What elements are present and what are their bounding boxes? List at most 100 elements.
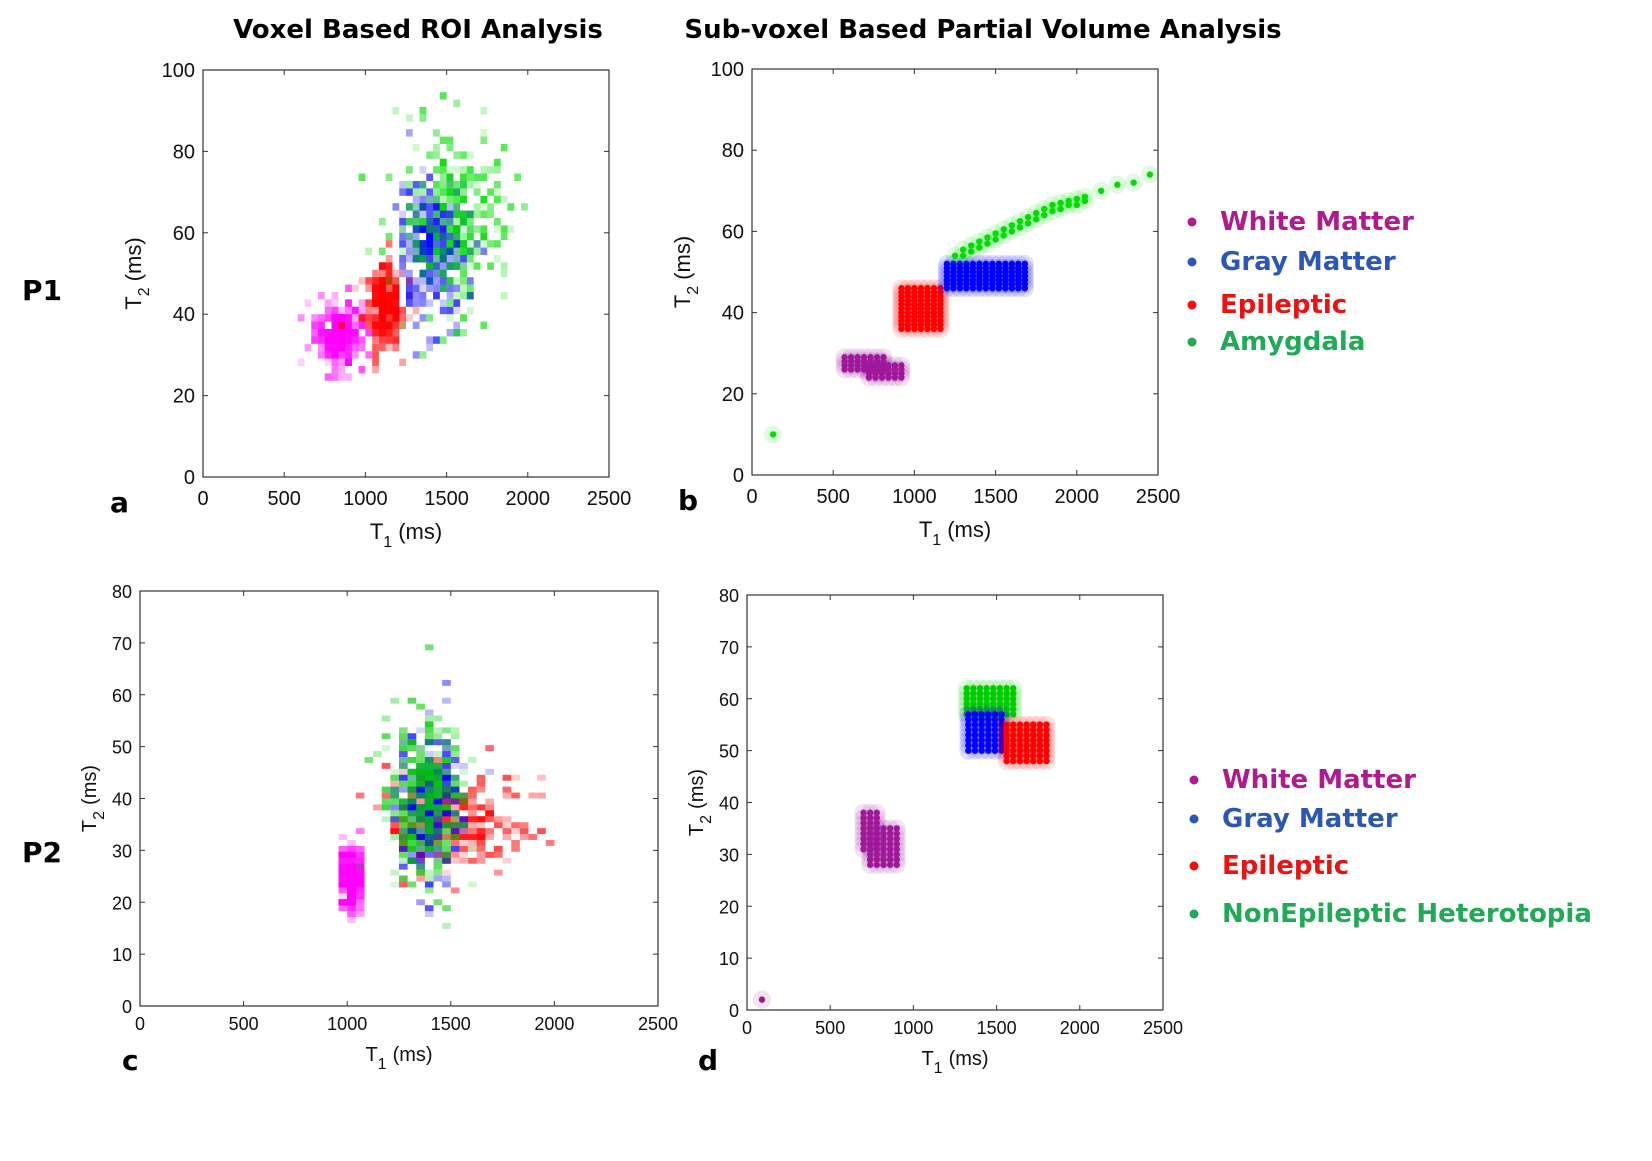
heatmap-cell xyxy=(345,299,352,307)
heatmap-cell xyxy=(466,292,474,300)
heatmap-cell xyxy=(426,218,434,226)
data-point xyxy=(1097,187,1105,194)
heatmap-cell xyxy=(355,857,365,864)
heatmap-cell xyxy=(450,786,460,793)
heatmap-cell xyxy=(351,321,359,329)
heatmap-cell xyxy=(519,822,529,829)
heatmap-cell xyxy=(460,314,467,322)
heatmap-cell xyxy=(365,321,373,329)
x-label-main: T xyxy=(370,519,383,544)
heatmap-cell xyxy=(468,834,477,840)
data-point xyxy=(1057,205,1064,213)
heatmap-cell xyxy=(378,269,386,278)
heatmap-cell xyxy=(459,798,469,805)
heatmap-cell xyxy=(460,240,467,248)
heatmap-cell xyxy=(439,247,447,255)
heatmap-cell xyxy=(347,869,356,876)
heatmap-cell xyxy=(450,786,460,793)
data-point xyxy=(1000,226,1007,233)
data-point xyxy=(985,731,992,739)
heatmap-cell xyxy=(338,863,348,870)
data-point xyxy=(886,830,894,837)
heatmap-cell xyxy=(416,834,425,840)
data-point xyxy=(1016,752,1024,760)
heatmap-cell xyxy=(442,745,451,752)
heatmap-cell xyxy=(433,822,443,829)
y-tick-label: 40 xyxy=(722,303,744,325)
heatmap-cell xyxy=(459,828,469,835)
heatmap-cell xyxy=(424,774,434,781)
data-point xyxy=(872,362,879,369)
heatmap-cell xyxy=(406,181,413,189)
heatmap-cell xyxy=(407,810,417,817)
legend-marker xyxy=(1187,337,1197,347)
data-point xyxy=(873,845,880,853)
heatmap-cell xyxy=(392,107,400,115)
heatmap-cell xyxy=(442,745,451,752)
heatmap-cell xyxy=(416,834,425,840)
heatmap-cell xyxy=(324,351,332,359)
heatmap-cell xyxy=(347,887,356,894)
heatmap-cell xyxy=(338,834,348,840)
heatmap-cell xyxy=(355,869,365,876)
heatmap-cell xyxy=(345,343,352,352)
data-point xyxy=(886,861,894,868)
heatmap-cell xyxy=(399,181,406,189)
heatmap-cell xyxy=(372,358,379,366)
heatmap-cell xyxy=(446,173,454,181)
heatmap-cell xyxy=(407,804,417,811)
heatmap-cell xyxy=(433,875,443,882)
heatmap-cell xyxy=(433,210,440,218)
heatmap-cell xyxy=(338,343,346,352)
data-point xyxy=(959,252,967,259)
data-point xyxy=(1003,752,1010,760)
heatmap-cell xyxy=(351,351,359,359)
heatmap-cell xyxy=(392,299,400,307)
heatmap-cell xyxy=(476,774,486,781)
axes-box-a xyxy=(202,69,610,478)
heatmap-cell xyxy=(338,881,348,888)
data-point xyxy=(965,731,972,739)
y-label-main: T xyxy=(670,295,695,308)
heatmap-cell xyxy=(338,899,348,906)
data-point xyxy=(1024,220,1032,227)
heatmap-cell xyxy=(318,329,325,337)
heatmap-cell xyxy=(412,203,420,211)
heatmap-cell xyxy=(450,751,460,757)
heatmap-cell xyxy=(433,225,440,233)
heatmap-cell xyxy=(416,810,425,817)
data-point xyxy=(990,685,997,692)
heatmap-cell xyxy=(442,822,451,829)
heatmap-cell xyxy=(459,798,469,805)
heatmap-cell xyxy=(476,828,486,835)
x-tick-label: 1500 xyxy=(424,488,469,510)
heatmap-cell xyxy=(466,166,474,174)
data-point xyxy=(998,711,1005,718)
heatmap-cell xyxy=(412,255,420,263)
heatmap-cell xyxy=(487,240,494,248)
heatmap-cell xyxy=(433,857,443,864)
heatmap-cell xyxy=(476,834,486,840)
heatmap-cell xyxy=(412,284,420,292)
legend-label: White Matter xyxy=(1222,765,1416,795)
heatmap-cell xyxy=(407,798,417,805)
heatmap-cell xyxy=(407,768,417,775)
heatmap-cell xyxy=(424,804,434,811)
heatmap-cell xyxy=(446,284,454,292)
heatmap-cell xyxy=(338,887,348,894)
x-tick-label: 500 xyxy=(817,486,850,508)
heatmap-cell xyxy=(318,329,325,337)
legend-label: Gray Matter xyxy=(1222,804,1398,834)
heatmap-cell xyxy=(338,314,346,322)
heatmap-cell xyxy=(442,822,451,829)
heatmap-cell xyxy=(345,336,352,344)
data-point xyxy=(963,685,970,692)
heatmap-cell xyxy=(347,881,356,888)
heatmap-cell xyxy=(442,727,451,734)
heatmap-cell xyxy=(358,306,366,315)
heatmap-cell xyxy=(419,203,427,211)
data-point xyxy=(1065,201,1072,209)
heatmap-cell xyxy=(453,232,461,241)
heatmap-cell xyxy=(419,181,427,189)
heatmap-cell xyxy=(407,745,417,752)
